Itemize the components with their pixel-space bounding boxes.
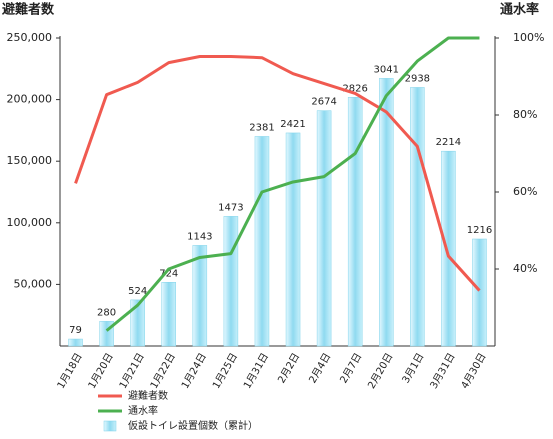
legend-label: 仮設トイレ設置個数（累計） [128,419,258,432]
bar-value-label: 2674 [311,97,336,108]
y-tick-label: 250,000 [7,31,53,44]
line [74,54,481,292]
x-tick-label: 4月30日 [459,351,489,391]
bar-value-label: 524 [128,286,147,297]
y2-tick-label: 80% [513,108,537,121]
bar [285,132,301,347]
bar-value-label: 724 [159,268,178,279]
y-tick-label: 200,000 [7,93,53,106]
bar-value-label: 3041 [374,64,399,75]
bar-value-label: 79 [69,325,82,336]
legend-label: 避難者数 [128,389,168,402]
bar [192,245,208,347]
bar [161,282,176,347]
bar [410,87,425,347]
bar-value-label: 2214 [436,137,461,148]
bar [223,216,239,347]
y-tick-label: 150,000 [7,154,53,167]
legend-label: 通水率 [128,404,158,417]
bar [130,299,145,347]
y2-tick-label: 40% [513,262,537,275]
bar [441,150,456,347]
legend-swatch [103,420,117,432]
line [105,36,480,332]
bar-value-label: 2938 [405,73,430,84]
y2-tick-label: 60% [513,185,537,198]
x-tick-label: 2月4日 [307,351,334,385]
bar-value-label: 2826 [342,83,367,94]
x-tick-label: 1月21日 [117,351,147,391]
y2-axis-title: 通水率 [500,2,539,18]
bar [68,338,83,347]
bar-value-label: 280 [97,307,116,318]
x-tick-label: 1月24日 [179,351,209,391]
bar-value-label: 1473 [218,202,243,213]
bar [379,78,394,347]
bar-value-label: 2381 [249,122,274,133]
y-tick-label: 100,000 [7,216,53,229]
x-tick-label: 2月2日 [275,351,302,385]
bar [316,110,332,347]
bar [472,238,487,347]
y2-tick-label: 100% [513,31,544,44]
x-tick-label: 1月25日 [210,351,240,391]
x-tick-label: 1月22日 [148,351,178,391]
bar-value-label: 2421 [280,119,305,130]
x-tick-label: 3月1日 [400,351,427,385]
bar-value-label: 1143 [187,231,212,242]
x-tick-label: 1月20日 [86,351,116,391]
y-tick-label: 50,000 [14,277,53,290]
bar [254,136,270,347]
x-tick-label: 2月7日 [338,351,365,385]
bar-value-label: 1216 [467,225,492,236]
x-tick-label: 2月20日 [366,351,396,391]
x-tick-label: 1月31日 [241,351,271,391]
bar [347,97,363,347]
x-tick-label: 3月31日 [428,351,458,391]
x-tick-label: 1月18日 [55,351,85,391]
y-axis-title: 避難者数 [2,2,55,18]
